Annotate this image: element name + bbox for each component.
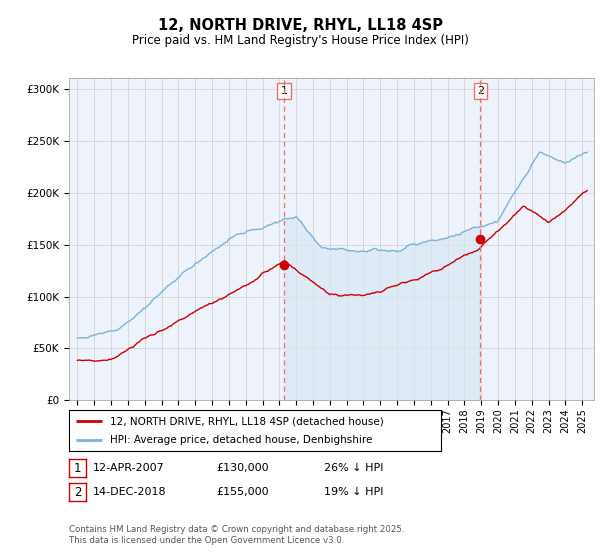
Text: 1: 1 xyxy=(74,461,81,475)
Text: Contains HM Land Registry data © Crown copyright and database right 2025.
This d: Contains HM Land Registry data © Crown c… xyxy=(69,525,404,545)
Text: 12, NORTH DRIVE, RHYL, LL18 4SP: 12, NORTH DRIVE, RHYL, LL18 4SP xyxy=(157,18,443,32)
Text: 1: 1 xyxy=(280,86,287,96)
Text: 2: 2 xyxy=(74,486,81,499)
Text: £155,000: £155,000 xyxy=(216,487,269,497)
Text: 14-DEC-2018: 14-DEC-2018 xyxy=(93,487,167,497)
Text: 12, NORTH DRIVE, RHYL, LL18 4SP (detached house): 12, NORTH DRIVE, RHYL, LL18 4SP (detache… xyxy=(110,417,383,426)
Text: Price paid vs. HM Land Registry's House Price Index (HPI): Price paid vs. HM Land Registry's House … xyxy=(131,34,469,47)
Text: £130,000: £130,000 xyxy=(216,463,269,473)
Text: HPI: Average price, detached house, Denbighshire: HPI: Average price, detached house, Denb… xyxy=(110,435,372,445)
Text: 2: 2 xyxy=(477,86,484,96)
Text: 19% ↓ HPI: 19% ↓ HPI xyxy=(324,487,383,497)
Text: 26% ↓ HPI: 26% ↓ HPI xyxy=(324,463,383,473)
Text: 12-APR-2007: 12-APR-2007 xyxy=(93,463,165,473)
